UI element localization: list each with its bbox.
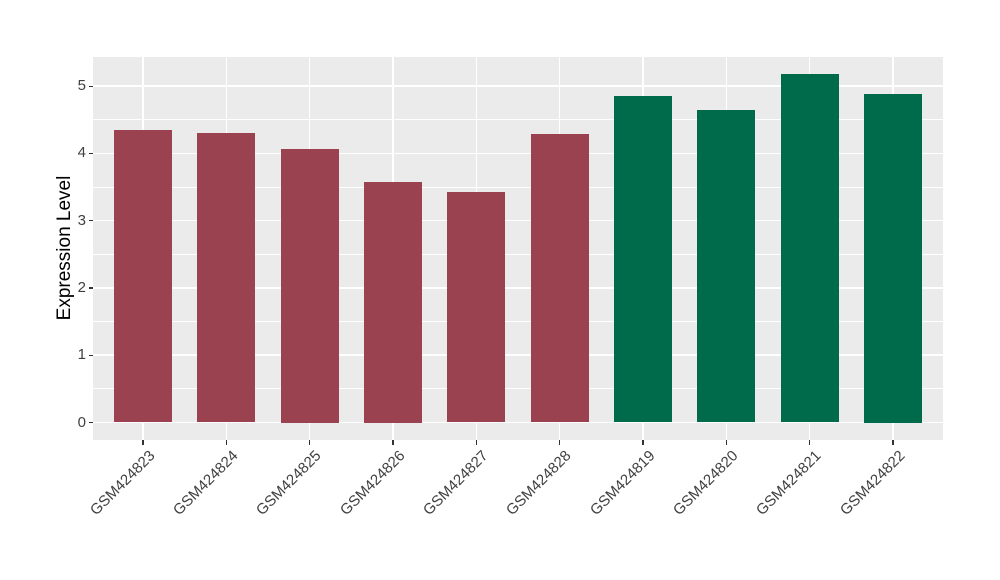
x-axis-tick	[142, 440, 144, 445]
x-axis-tick	[392, 440, 394, 445]
bar-GSM424826	[363, 182, 423, 423]
bar-GSM424828	[530, 133, 589, 423]
x-axis-tick	[725, 440, 727, 445]
h-gridline-major	[93, 421, 943, 424]
y-tick-label: 3	[77, 211, 86, 229]
x-axis-tick	[809, 440, 811, 445]
y-axis-tick	[89, 354, 93, 356]
y-tick-label: 0	[77, 413, 86, 431]
h-gridline-major	[93, 85, 943, 87]
x-tick-label: GSM424823	[86, 447, 159, 519]
x-tick-label: GSM424819	[586, 447, 659, 519]
h-gridline-major	[93, 287, 943, 289]
y-tick-label: 1	[77, 346, 86, 364]
h-gridline-minor	[93, 388, 943, 390]
y-axis-tick	[89, 152, 93, 154]
y-tick-label: 2	[77, 278, 86, 296]
y-axis-tick	[89, 85, 93, 87]
chart-panel	[93, 56, 943, 440]
y-axis-tick	[89, 421, 93, 424]
bar-GSM424822	[863, 94, 923, 423]
bar-GSM424821	[780, 73, 839, 423]
x-tick-label: GSM424828	[503, 447, 575, 519]
x-axis-tick	[225, 440, 227, 445]
x-tick-label: GSM424826	[336, 447, 409, 519]
x-tick-label: GSM424825	[253, 447, 325, 519]
y-tick-label: 5	[77, 77, 86, 95]
h-gridline-major	[93, 219, 943, 222]
h-gridline-minor	[93, 186, 943, 188]
x-tick-label: GSM424820	[670, 447, 742, 519]
x-tick-label: GSM424821	[753, 447, 825, 519]
x-axis-tick	[642, 440, 644, 445]
x-axis-tick	[559, 440, 561, 445]
bar-GSM424819	[613, 96, 673, 423]
bar-GSM424823	[113, 129, 173, 423]
x-axis-tick	[892, 440, 894, 445]
bar-GSM424824	[197, 133, 256, 423]
x-axis-tick	[309, 440, 311, 445]
y-axis-tick	[89, 220, 93, 222]
x-tick-label: GSM424827	[420, 447, 492, 519]
h-gridline-minor	[93, 119, 943, 121]
h-gridline-minor	[93, 253, 943, 255]
bar-GSM424825	[280, 149, 339, 423]
x-tick-label: GSM424822	[836, 447, 909, 519]
h-gridline-major	[93, 354, 943, 356]
bar-GSM424827	[447, 191, 506, 423]
x-axis-tick	[475, 440, 477, 445]
h-gridline-major	[93, 152, 943, 155]
y-axis-title: Expression Level	[54, 175, 75, 321]
y-tick-label: 4	[77, 144, 86, 162]
h-gridline-minor	[93, 321, 943, 322]
x-tick-label: GSM424824	[170, 447, 242, 519]
bar-GSM424820	[697, 109, 756, 423]
y-axis-tick	[89, 287, 93, 289]
